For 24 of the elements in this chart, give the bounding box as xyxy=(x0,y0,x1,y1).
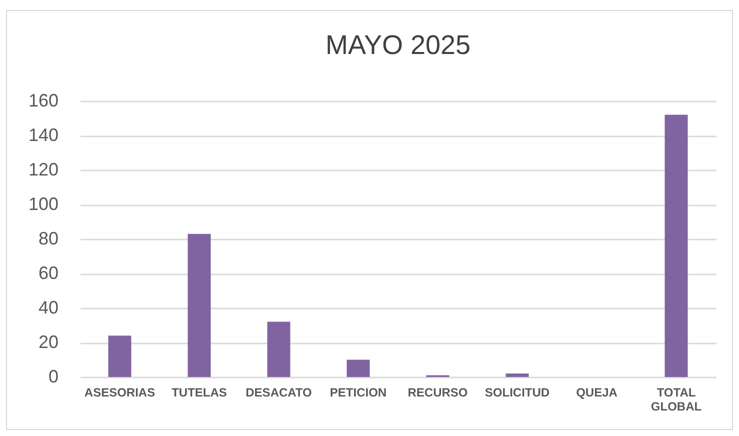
y-tick-label: 100 xyxy=(28,194,58,214)
x-tick-label: SOLICITUD xyxy=(484,386,550,400)
y-tick-label: 40 xyxy=(38,298,58,318)
x-tick-label: TOTAL GLOBAL xyxy=(650,386,702,414)
x-tick-label: TUTELAS xyxy=(172,386,227,400)
y-tick-label: 20 xyxy=(38,332,58,352)
x-tick-label: QUEJA xyxy=(576,386,618,400)
y-tick-label: 160 xyxy=(28,90,58,110)
x-tick-label: DESACATO xyxy=(246,386,312,400)
chart-title: MAYO 2025 xyxy=(325,30,471,60)
y-tick-label: 60 xyxy=(38,263,58,283)
y-tick-label: 120 xyxy=(28,160,58,180)
y-tick-label: 140 xyxy=(28,125,58,145)
bar xyxy=(108,336,132,377)
bar xyxy=(506,374,529,377)
bar xyxy=(346,360,370,377)
y-tick-label: 0 xyxy=(48,366,58,386)
bar xyxy=(267,322,290,377)
bar xyxy=(664,114,688,377)
x-tick-label: RECURSO xyxy=(408,386,468,400)
bar xyxy=(188,234,211,377)
x-tick-label: PETICION xyxy=(330,386,387,400)
x-tick-label: ASESORIAS xyxy=(84,386,156,400)
y-tick-label: 80 xyxy=(38,228,58,248)
